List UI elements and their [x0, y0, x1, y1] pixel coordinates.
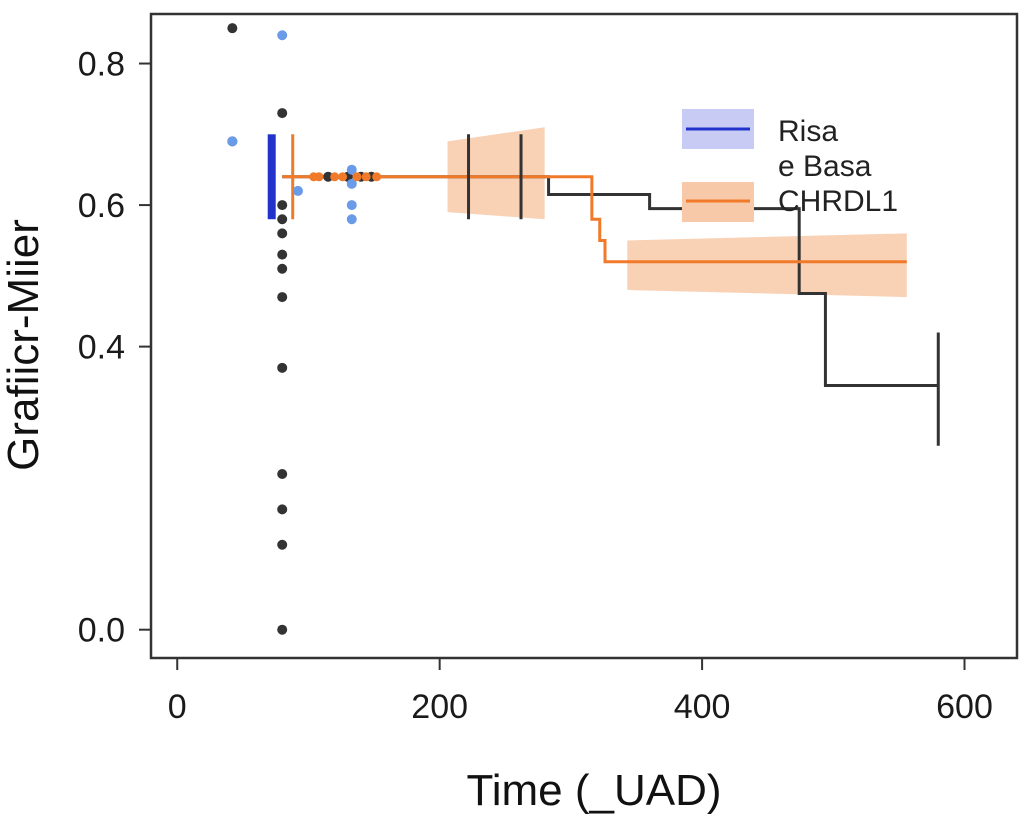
risa-point [346, 164, 357, 175]
black-step-curve-point [277, 263, 288, 274]
chrdl1-point [352, 172, 362, 182]
chrdl1-point [372, 172, 382, 182]
y-tick-label: 0.0 [78, 612, 125, 650]
black-step-curve-point [277, 214, 288, 225]
risa-vertical-bar [267, 134, 276, 220]
risa-point [292, 185, 303, 196]
chrdl1-point [314, 172, 324, 182]
black-step-curve-point [277, 504, 288, 515]
x-axis-title: Time (_UAD) [466, 766, 721, 815]
black-step-curve-point [277, 228, 288, 239]
y-axis: 0.0 0.4 0.6 0.8 [78, 46, 151, 650]
y-tick-label: 0.8 [78, 46, 125, 84]
black-step-curve-point [323, 171, 334, 182]
black-step-curve-point [227, 23, 238, 34]
black-step-curve-point [277, 108, 288, 119]
black-step-curve-point [277, 292, 288, 303]
risa-point [346, 214, 357, 225]
risa-point [277, 30, 288, 41]
risa-point [227, 136, 238, 147]
x-tick-label: 200 [411, 688, 468, 726]
black-step-curve-point [277, 249, 288, 260]
data-points [227, 23, 382, 635]
legend: Risa e Basa CHRDL1 [682, 109, 898, 222]
chrdl1-ci-band [447, 127, 545, 220]
legend-label-risa: Risa [778, 115, 838, 148]
black-step-curve-point [277, 362, 288, 373]
chrdl1-ci-band [627, 233, 907, 298]
legend-label-chrdl1: CHRDL1 [778, 185, 898, 218]
chrdl1-point [330, 172, 340, 182]
black-step-curve-point [277, 539, 288, 550]
plot-frame [149, 12, 1019, 660]
risa-point [346, 200, 357, 211]
chrdl1-step-line [282, 175, 907, 264]
x-tick-label: 400 [674, 688, 731, 726]
y-tick-label: 0.4 [78, 329, 125, 367]
x-tick-label: 600 [936, 688, 993, 726]
legend-label-basa: e Basa [778, 150, 872, 183]
black-step-curve-point [277, 200, 288, 211]
chrdl1-point [338, 172, 348, 182]
censor-marks [267, 134, 940, 446]
black-step-curve-point [277, 469, 288, 479]
risa-point [346, 178, 357, 189]
x-axis: 0 200 400 600 [168, 658, 993, 726]
y-axis-title: Grafiicr-Miier [0, 219, 48, 471]
black-step-curve-point [277, 624, 288, 635]
chrdl1-point [361, 172, 371, 182]
y-tick-label: 0.6 [78, 187, 125, 225]
x-tick-label: 0 [168, 688, 187, 726]
